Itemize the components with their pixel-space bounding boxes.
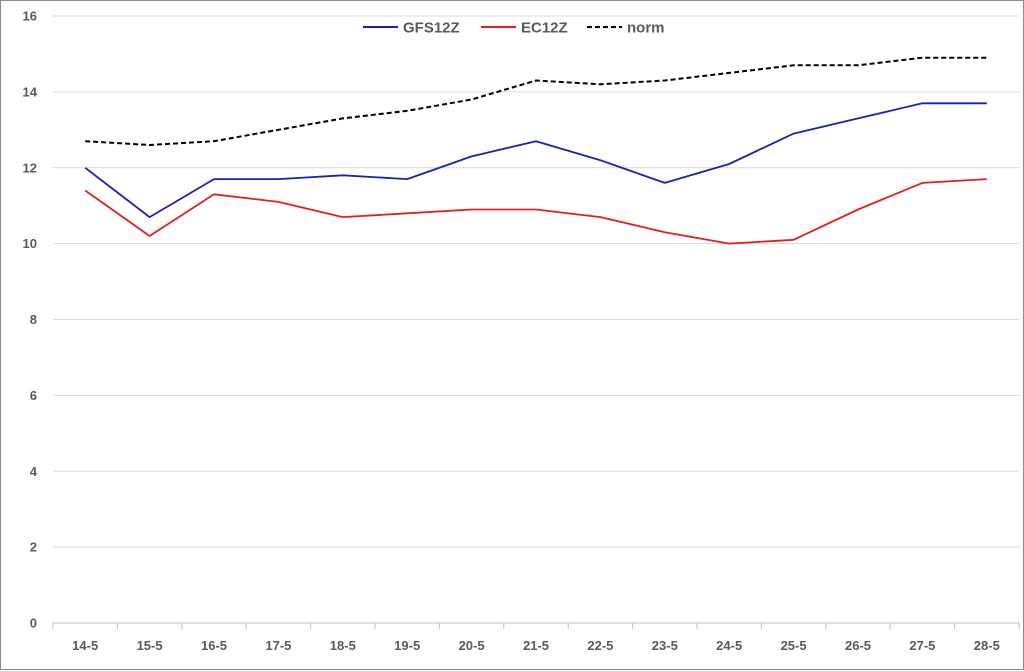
x-tick-label: 21-5 [523, 638, 549, 653]
series-line-ec12z [84, 178, 987, 245]
legend-label-ec12z: EC12Z [521, 20, 568, 37]
y-tick-label: 14 [23, 84, 38, 99]
legend: GFS12Z EC12Z norm [363, 20, 665, 37]
x-tick-label: 14-5 [72, 638, 98, 653]
series-line-norm [85, 56, 987, 146]
y-tick-label: 0 [30, 616, 37, 631]
x-tick-label: 25-5 [781, 638, 807, 653]
x-tick-label: 16-5 [201, 638, 227, 653]
x-tick-label: 15-5 [137, 638, 163, 653]
y-tick-label: 8 [30, 312, 37, 327]
y-tick-label: 10 [23, 236, 37, 251]
x-tick-label: 20-5 [459, 638, 485, 653]
x-tick-label: 22-5 [587, 638, 613, 653]
y-tick-label: 4 [30, 464, 38, 479]
gridlines [53, 15, 1019, 548]
axes: 0 2 4 6 8 10 12 14 16 14-5 15-5 16-5 17-5 18-5 19-5 20-… [23, 9, 1020, 653]
legend-label-norm: norm [627, 20, 665, 37]
x-tick-label: 26-5 [845, 638, 871, 653]
series-line-gfs12z [84, 102, 987, 219]
x-tick-label: 23-5 [652, 638, 678, 653]
x-tick-label: 24-5 [716, 638, 742, 653]
x-tick-label: 27-5 [909, 638, 935, 653]
x-tick-label: 28-5 [974, 638, 1000, 653]
y-tick-label: 6 [30, 388, 37, 403]
x-tick-label: 19-5 [394, 638, 420, 653]
x-tick-label: 18-5 [330, 638, 356, 653]
series-lines [84, 56, 987, 245]
y-tick-label: 12 [23, 160, 37, 175]
y-tick-label: 16 [23, 9, 37, 24]
legend-label-gfs12z: GFS12Z [403, 20, 460, 37]
x-tick-label: 17-5 [265, 638, 291, 653]
y-tick-label: 2 [30, 540, 37, 555]
